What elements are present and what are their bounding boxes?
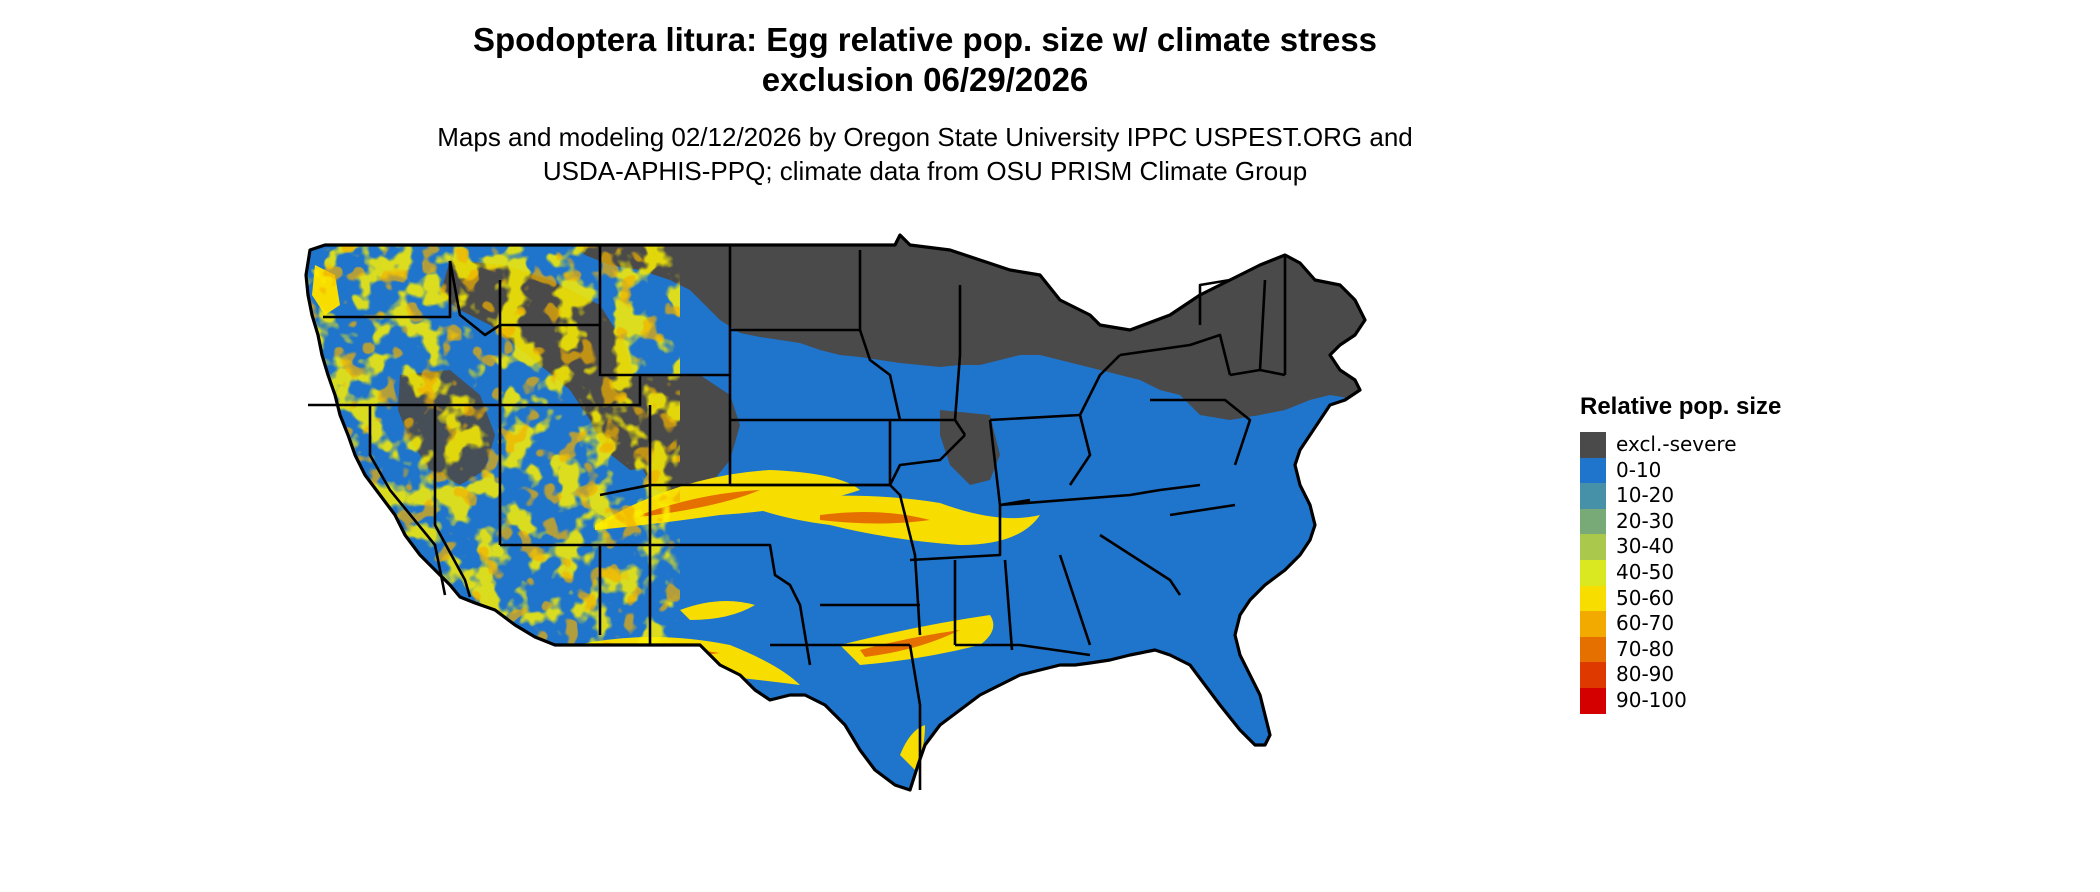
- legend-label: 60-70: [1616, 611, 1675, 636]
- legend-item: 0-10: [1580, 457, 1880, 484]
- subtitle-line-2: USDA-APHIS-PPQ; climate data from OSU PR…: [542, 156, 1308, 186]
- legend-label: 20-30: [1616, 508, 1675, 533]
- map-legend: Relative pop. size excl.-severe 0-10 10-20…: [1580, 392, 1880, 714]
- legend-item: excl.-severe: [1580, 432, 1880, 458]
- legend-label: 0-10: [1616, 457, 1662, 482]
- legend-swatch: [1580, 687, 1606, 714]
- state-borders: [308, 245, 1287, 790]
- legend-label: 90-100: [1616, 687, 1687, 712]
- legend-item: 80-90: [1580, 662, 1880, 688]
- map-subtitle: Maps and modeling 02/12/2026 by Oregon S…: [360, 120, 1490, 188]
- legend-rows: excl.-severe 0-10 10-20 20-30 30-40 40-50 50-6…: [1580, 432, 1880, 714]
- legend-item: 70-80: [1580, 636, 1880, 663]
- legend-swatch: [1580, 483, 1606, 509]
- subtitle-line-1: Maps and modeling 02/12/2026 by Oregon S…: [437, 122, 1413, 152]
- legend-swatch: [1580, 508, 1606, 535]
- legend-item: 30-40: [1580, 534, 1880, 560]
- legend-swatch: [1580, 559, 1606, 586]
- legend-swatch: [1580, 636, 1606, 663]
- legend-item: 40-50: [1580, 559, 1880, 586]
- legend-swatch: [1580, 662, 1606, 688]
- legend-label: 70-80: [1616, 636, 1675, 661]
- title-line-2: exclusion 06/29/2026: [761, 61, 1089, 98]
- legend-swatch: [1580, 534, 1606, 560]
- legend-item: 60-70: [1580, 611, 1880, 637]
- legend-label: excl.-severe: [1616, 432, 1737, 456]
- us-map: [304, 233, 1367, 792]
- legend-label: 50-60: [1616, 585, 1675, 610]
- legend-item: 90-100: [1580, 687, 1880, 714]
- map-title: Spodoptera litura: Egg relative pop. siz…: [400, 20, 1450, 100]
- legend-item: 20-30: [1580, 508, 1880, 535]
- legend-label: 80-90: [1616, 662, 1675, 687]
- legend-title: Relative pop. size: [1580, 393, 1782, 420]
- western-texture-orange: [306, 235, 680, 645]
- legend-swatch: [1580, 457, 1606, 484]
- legend-item: 10-20: [1580, 483, 1880, 509]
- title-line-1: Spodoptera litura: Egg relative pop. siz…: [472, 21, 1378, 58]
- legend-label: 30-40: [1616, 534, 1675, 559]
- legend-swatch: [1580, 611, 1606, 637]
- legend-swatch: [1580, 432, 1606, 458]
- legend-label: 40-50: [1616, 559, 1675, 584]
- excluded-region-north: [550, 235, 1365, 420]
- legend-swatch: [1580, 585, 1606, 612]
- excluded-region-appalachia: [940, 410, 1000, 485]
- legend-item: 50-60: [1580, 585, 1880, 612]
- legend-label: 10-20: [1616, 483, 1675, 508]
